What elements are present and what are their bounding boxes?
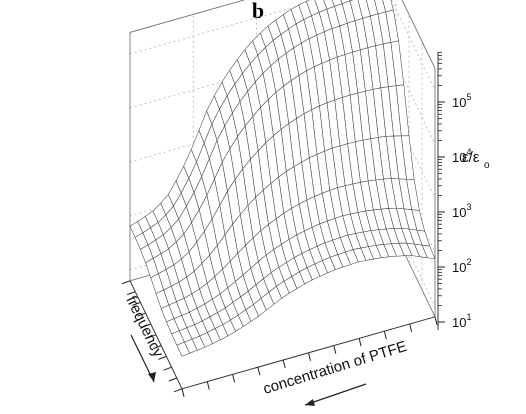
ptfe-tick [383, 331, 387, 340]
frequency-tick [127, 291, 136, 296]
z-tick-exponent: 4 [466, 147, 471, 157]
ptfe-tick [181, 388, 185, 397]
ptfe-tick [308, 352, 311, 361]
frequency-direction-arrow [130, 334, 156, 383]
frequency-tick [158, 355, 167, 360]
z-tick-exponent: 5 [466, 92, 471, 102]
surface-mesh [129, 0, 436, 357]
frequency-tick [142, 323, 151, 328]
panel-label: b [252, 0, 264, 23]
z-tick-label: 103 [452, 202, 471, 220]
z-tick-label: 105 [452, 92, 471, 110]
frequency-tick [137, 312, 146, 317]
z-tick-exponent: 2 [466, 257, 471, 267]
frequency-tick [132, 301, 141, 306]
ptfe-axis-label: concentration of PTFE [261, 338, 409, 398]
ptfe-tick [434, 316, 438, 325]
ptfe-tick [282, 359, 286, 369]
ptfe-direction-arrow [304, 383, 367, 406]
z-axis-label-main: ε/ε [462, 149, 480, 166]
surface-cell [421, 244, 436, 260]
z-tick-label: 101 [452, 312, 471, 330]
ptfe-tick [333, 345, 337, 354]
frequency-tick [163, 366, 172, 371]
z-axis-label: ε/ε o [462, 149, 490, 171]
ptfe-tick [409, 323, 413, 333]
frequency-tick [173, 388, 183, 393]
z-axis-label-sub: o [484, 160, 490, 171]
frequency-tick [153, 345, 162, 350]
ptfe-tick [358, 338, 362, 347]
z-tick-exponent: 1 [466, 312, 471, 322]
frequency-tick [168, 377, 177, 382]
frequency-axis-ticks [121, 280, 183, 393]
z-tick-label: 102 [452, 257, 471, 275]
frequency-tick [147, 334, 157, 339]
ptfe-axis-ticks [181, 316, 438, 397]
z-tick-exponent: 3 [466, 202, 471, 212]
ptfe-tick [206, 381, 210, 390]
ptfe-tick [257, 367, 261, 376]
ptfe-tick [232, 374, 236, 383]
frequency-tick [121, 280, 131, 285]
